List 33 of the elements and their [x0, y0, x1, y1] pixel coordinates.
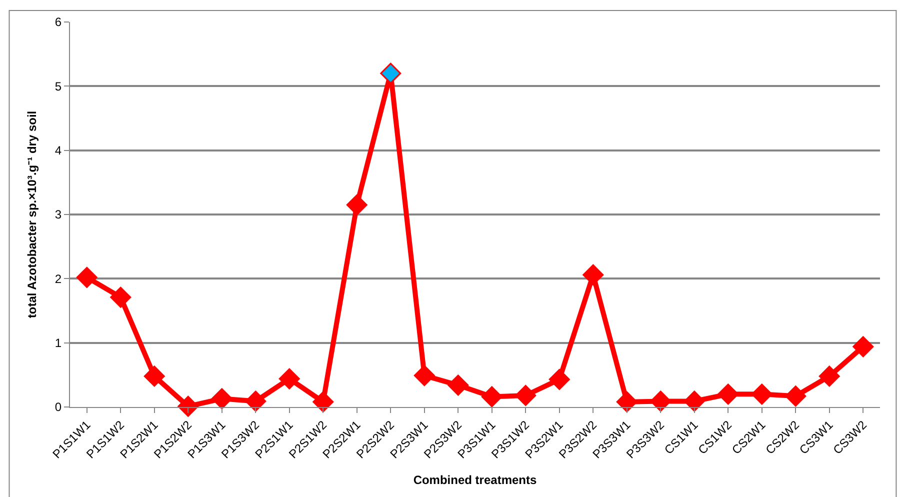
- y-axis-title: total Azotobacter sp.×10³.g⁻¹ dry soil: [25, 110, 40, 318]
- point: [616, 391, 638, 412]
- point: [515, 384, 536, 406]
- point: [718, 384, 739, 405]
- point: [785, 386, 806, 407]
- point: [582, 264, 604, 286]
- point: [481, 386, 502, 408]
- point: [178, 396, 199, 417]
- point: [346, 194, 368, 216]
- point: [684, 390, 705, 412]
- point: [211, 388, 232, 410]
- point: [144, 366, 165, 387]
- point: [751, 384, 772, 405]
- point: [818, 366, 840, 387]
- point: [76, 266, 98, 288]
- point: [548, 368, 570, 390]
- point: [380, 62, 402, 84]
- y-tick-label: 2: [54, 272, 62, 286]
- point: [448, 374, 469, 396]
- point: [110, 286, 132, 308]
- y-tick-label: 1: [54, 336, 62, 350]
- y-tick-label: 5: [54, 79, 62, 94]
- y-tick-label: 0: [54, 400, 62, 414]
- y-tick-label: 3: [54, 208, 62, 222]
- point: [245, 390, 266, 412]
- point: [414, 365, 435, 386]
- y-tick-label: 6: [54, 15, 62, 30]
- x-axis-title: Combined treatments: [413, 473, 537, 488]
- point: [852, 336, 874, 358]
- point: [312, 391, 334, 412]
- y-tick-label: 4: [54, 144, 62, 158]
- point: [650, 390, 672, 412]
- point: [278, 368, 300, 390]
